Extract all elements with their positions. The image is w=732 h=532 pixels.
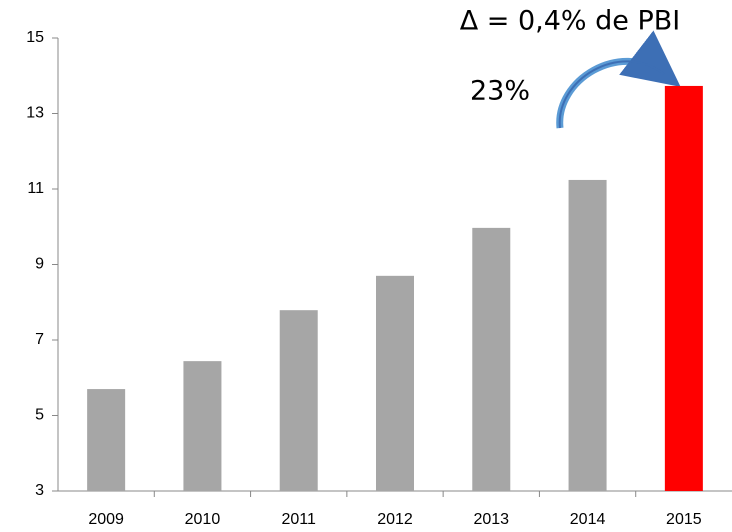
bar bbox=[376, 275, 414, 491]
annotation: 23% bbox=[470, 76, 530, 107]
y-tick-label: 9 bbox=[35, 256, 44, 273]
y-tick-label: 15 bbox=[26, 29, 44, 46]
x-tick-label: 2009 bbox=[88, 511, 124, 528]
bar bbox=[664, 85, 703, 491]
annotation: Δ = 0,4% de PBI bbox=[460, 6, 681, 37]
x-tick-label: 2015 bbox=[666, 511, 702, 528]
x-tick-label: 2011 bbox=[282, 511, 317, 528]
y-tick-label: 13 bbox=[26, 105, 44, 122]
x-tick-label: 2010 bbox=[185, 511, 221, 528]
bar bbox=[87, 389, 126, 491]
bar bbox=[568, 179, 607, 491]
y-tick-label: 3 bbox=[35, 482, 44, 499]
x-tick-label: 2013 bbox=[473, 511, 509, 528]
bar bbox=[183, 361, 222, 491]
bar bbox=[472, 227, 511, 491]
y-tick-label: 11 bbox=[27, 180, 44, 197]
y-tick-label: 7 bbox=[35, 331, 44, 348]
arrow-core bbox=[558, 60, 665, 129]
x-tick-label: 2012 bbox=[377, 511, 413, 528]
y-tick-label: 5 bbox=[35, 407, 44, 424]
bar bbox=[279, 310, 318, 491]
x-tick-label: 2014 bbox=[570, 511, 606, 528]
arrow bbox=[556, 30, 681, 129]
